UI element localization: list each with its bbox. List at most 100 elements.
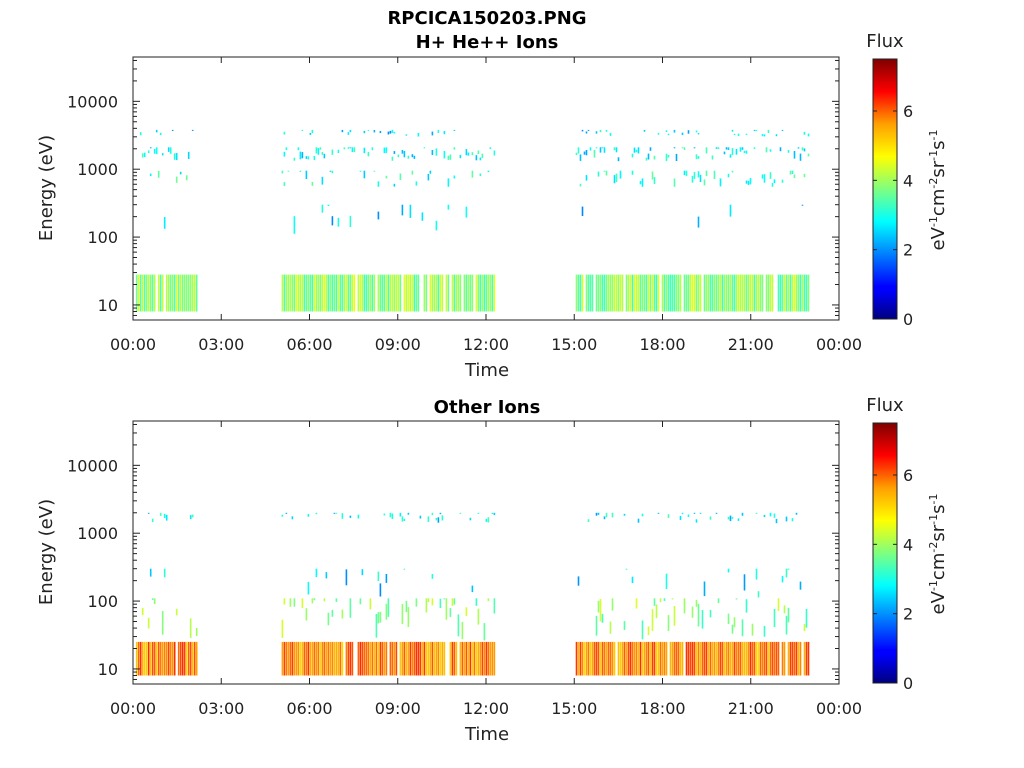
spectrogram-cell: [763, 514, 766, 518]
spectrogram-cell: [343, 274, 346, 312]
x-tick-label: 00:00: [110, 699, 156, 718]
spectrogram-cell: [161, 153, 164, 156]
spectrogram-cell: [407, 512, 410, 515]
spectrogram-cell: [713, 641, 716, 676]
spectrogram-cell: [313, 641, 316, 676]
spectrogram-cell: [639, 181, 642, 185]
spectrogram-cell: [157, 641, 160, 676]
spectrogram-cell: [693, 147, 696, 149]
spectrogram-cell: [645, 274, 648, 312]
x-tick-label: 15:00: [551, 335, 597, 354]
spectrogram-cell: [169, 641, 172, 676]
x-tick-label: 18:00: [639, 699, 685, 718]
spectrogram-cell: [691, 175, 694, 183]
spectrogram-cell: [771, 182, 774, 187]
spectrogram-cell: [641, 178, 644, 187]
spectrogram-cell: [673, 129, 676, 133]
spectrogram-cell: [415, 274, 418, 312]
spectrogram-cell: [623, 621, 626, 630]
spectrogram-cell: [771, 274, 774, 312]
spectrogram-cell: [149, 274, 152, 312]
spectrogram-cell: [697, 274, 700, 312]
spectrogram-cell: [779, 274, 782, 312]
spectrogram-cell: [173, 641, 176, 676]
spectrogram-cell: [453, 129, 456, 131]
spectrogram-cell: [163, 217, 166, 229]
spectrogram-cell: [625, 568, 628, 570]
spectrogram-cell: [791, 641, 794, 676]
spectrogram-cell: [185, 274, 188, 312]
y-tick-label: 1000: [77, 160, 118, 179]
spectrogram-cell: [151, 641, 154, 676]
spectrogram-cell: [175, 153, 178, 161]
spectrogram-cell: [367, 151, 370, 157]
spectrogram-cell: [655, 641, 658, 676]
spectrogram-cell: [393, 131, 396, 134]
spectrogram-cell: [781, 129, 784, 131]
spectrogram-cell: [651, 274, 654, 312]
spectrogram-cell: [739, 274, 742, 312]
spectrogram-cell: [711, 274, 714, 312]
spectrogram-cell: [451, 274, 454, 312]
spectrogram-cell: [135, 641, 138, 676]
spectrogram-cell: [729, 204, 732, 217]
spectrogram-cell: [315, 512, 318, 515]
spectrogram-cell: [641, 641, 644, 676]
spectrogram-cell: [679, 641, 682, 676]
spectrogram-cell: [429, 641, 432, 676]
spectrogram-cell: [697, 216, 700, 228]
spectrogram-cell: [733, 641, 736, 676]
spectrogram-cell: [607, 641, 610, 676]
x-tick-label: 12:00: [463, 335, 509, 354]
colorbar-tick-label: 4: [903, 535, 913, 554]
spectrogram-cell: [647, 641, 650, 676]
spectrogram-cell: [171, 129, 174, 131]
colorbar-tick-label: 2: [903, 241, 913, 260]
spectrogram-cell: [489, 147, 492, 149]
spectrogram-cell: [173, 274, 176, 312]
spectrogram-cell: [173, 153, 176, 160]
spectrogram-cell: [771, 641, 774, 676]
spectrogram-cell: [575, 152, 578, 155]
spectrogram-cell: [283, 151, 286, 157]
spectrogram-cell: [433, 641, 436, 676]
spectrogram-cell: [171, 641, 174, 676]
spectrogram-cell: [785, 568, 788, 578]
spectrogram-cell: [637, 518, 640, 523]
spectrogram-cell: [311, 274, 314, 312]
x-tick-label: 12:00: [463, 699, 509, 718]
spectrogram-cell: [657, 132, 660, 135]
spectrogram-cell: [731, 170, 734, 173]
spectrogram-cell: [633, 147, 636, 153]
spectrogram-cell: [669, 274, 672, 312]
spectrogram-cell: [427, 516, 430, 522]
spectrogram-cell: [405, 274, 408, 312]
spectrogram-cell: [409, 204, 412, 218]
spectrogram-cell: [675, 274, 678, 312]
spectrogram-cell: [649, 147, 652, 151]
spectrogram-cell: [331, 149, 334, 155]
spectrogram-cell: [797, 641, 800, 676]
spectrogram-cell: [359, 598, 362, 605]
spectrogram-cell: [323, 153, 326, 159]
spectrogram-cell: [189, 515, 192, 520]
spectrogram-cell: [637, 147, 640, 154]
x-tick-label: 06:00: [286, 335, 332, 354]
spectrogram-cell: [791, 518, 794, 522]
spectrogram-cell: [415, 641, 418, 676]
spectrogram-cell: [487, 274, 490, 312]
spectrogram-cell: [315, 568, 318, 578]
spectrogram-cell: [359, 274, 362, 312]
spectrogram-cell: [801, 274, 804, 312]
spectrogram-cell: [655, 274, 658, 312]
spectrogram-cell: [403, 274, 406, 312]
spectrogram-cell: [379, 583, 382, 597]
spectrogram-cell: [443, 641, 446, 676]
spectrogram-cell: [467, 274, 470, 312]
spectrogram-cell: [453, 598, 456, 605]
spectrogram-cell: [335, 512, 338, 514]
spectrogram-cell: [285, 274, 288, 312]
spectrogram-cell: [431, 131, 434, 136]
spectrogram-cell: [345, 274, 348, 312]
spectrogram-cell: [413, 641, 416, 676]
